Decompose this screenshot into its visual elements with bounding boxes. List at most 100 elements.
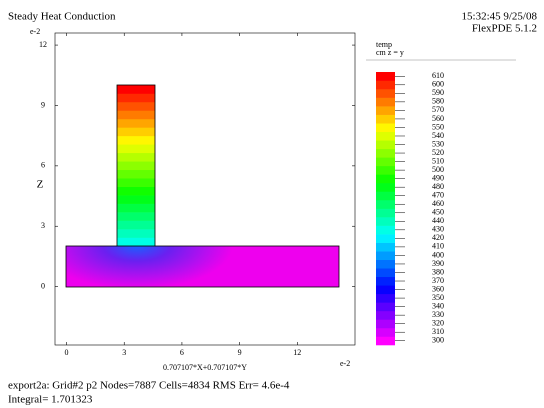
contour-band [117, 118, 155, 128]
legend-swatch [376, 242, 395, 252]
legend-swatch [376, 225, 395, 235]
legend-swatch [376, 268, 395, 278]
x-tick-label: 6 [180, 348, 184, 357]
x-exponent: e-2 [340, 359, 350, 368]
legend-swatch [376, 336, 395, 346]
timestamp: 15:32:45 9/25/08 [462, 11, 538, 23]
legend-swatch [376, 276, 395, 286]
contour-band [117, 101, 155, 111]
software: FlexPDE 5.1.2 [472, 23, 537, 35]
legend-label: 520 [432, 148, 444, 157]
x-tick-label: 9 [238, 348, 242, 357]
legend-swatch [376, 89, 395, 98]
legend-swatch [376, 302, 395, 312]
footer-line: export2a: Grid#2 p2 Nodes=7887 Cells=483… [8, 380, 290, 392]
contour-band [117, 203, 155, 213]
fin-region [116, 84, 156, 247]
legend-swatch [376, 131, 395, 141]
legend-label: 480 [432, 182, 444, 191]
legend-label: 440 [432, 216, 444, 225]
legend-swatch [376, 97, 395, 107]
legend-swatch [376, 80, 395, 90]
legend-label: 390 [432, 259, 444, 268]
legend-swatch [376, 123, 395, 133]
contour-band [117, 93, 155, 103]
contour-band [117, 135, 155, 145]
y-tick-label: 3 [41, 221, 45, 230]
contour-band [117, 229, 155, 238]
contour-band [117, 220, 155, 230]
legend-label: 400 [432, 250, 444, 259]
legend-swatch [376, 174, 395, 184]
legend-label: 570 [432, 105, 444, 114]
legend-label: 410 [432, 242, 444, 251]
legend-label: 550 [432, 122, 444, 131]
legend-label: 420 [432, 233, 444, 242]
legend-label: 530 [432, 139, 444, 148]
legend-label: 470 [432, 191, 444, 200]
legend-swatch [376, 106, 395, 115]
y-label: Z [37, 179, 44, 191]
legend-swatch [376, 293, 395, 303]
legend-label: 310 [432, 327, 444, 336]
legend-label: 320 [432, 319, 444, 328]
contour-band [117, 178, 155, 187]
legend-label: 590 [432, 88, 444, 97]
legend-swatch [376, 114, 395, 124]
legend-label: 460 [432, 199, 444, 208]
footer-line: Integral= 1.701323 [8, 394, 93, 406]
contour-band [117, 212, 155, 221]
contour-band [117, 127, 155, 137]
x-tick-label: 0 [65, 348, 69, 357]
plot-frame [54, 32, 356, 346]
contour-band [117, 237, 155, 247]
legend-swatch [376, 165, 395, 175]
legend-swatch [376, 259, 395, 269]
legend-label: 540 [432, 131, 444, 140]
legend-label: 370 [432, 276, 444, 285]
legend-label: 600 [432, 80, 444, 89]
x-label: 0.707107*X+0.707107*Y [163, 363, 247, 372]
x-tick-label: 3 [122, 348, 126, 357]
legend-label: 350 [432, 293, 444, 302]
title: Steady Heat Conduction [8, 11, 116, 23]
legend-label: 300 [432, 336, 444, 345]
legend-label: 380 [432, 267, 444, 276]
legend-swatch [376, 217, 395, 226]
y-tick-label: 12 [39, 40, 47, 49]
legend-label: 450 [432, 208, 444, 217]
legend-swatch [376, 148, 395, 158]
legend-label: 360 [432, 284, 444, 293]
y-exponent: e-2 [30, 27, 40, 36]
legend-label: 610 [432, 71, 444, 80]
legend-label: 560 [432, 114, 444, 123]
legend-swatch [376, 310, 395, 320]
legend-swatch [376, 191, 395, 201]
slab-region [65, 245, 340, 288]
legend-swatch [376, 319, 395, 329]
legend-swatch [376, 72, 395, 81]
contour-band [117, 144, 155, 154]
legend-swatch [376, 140, 395, 150]
legend-label: 330 [432, 310, 444, 319]
y-tick-label: 0 [41, 281, 45, 290]
contour-band [117, 152, 155, 162]
legend-swatch [376, 182, 395, 192]
contour-band [117, 161, 155, 171]
contour-band [117, 195, 155, 204]
legend-label: 510 [432, 156, 444, 165]
legend-label: 340 [432, 301, 444, 310]
legend-label: 430 [432, 225, 444, 234]
legend-title: temp [376, 40, 392, 49]
legend-swatch [376, 234, 395, 243]
legend-swatch [376, 157, 395, 167]
contour-band [117, 186, 155, 196]
legend-swatch [376, 327, 395, 337]
legend-swatch [376, 285, 395, 295]
legend-swatch [376, 208, 395, 218]
legend-subtitle: cm z = y [376, 48, 404, 57]
legend-swatch [376, 199, 395, 209]
legend-label: 490 [432, 173, 444, 182]
legend-swatch [376, 251, 395, 260]
